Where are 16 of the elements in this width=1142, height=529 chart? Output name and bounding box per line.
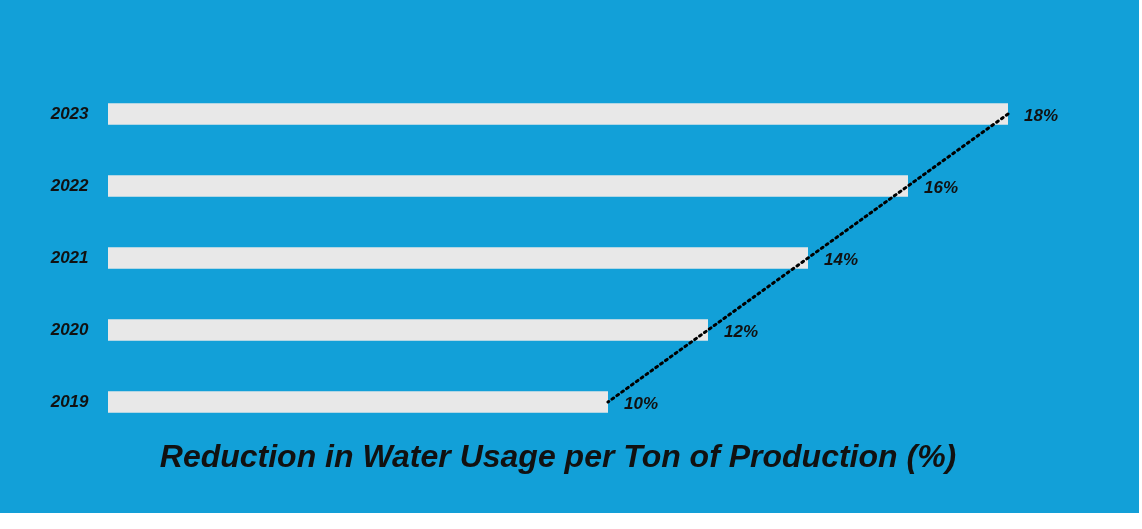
y-tick-label: 2019	[49, 392, 90, 411]
data-label: 18%	[1024, 106, 1059, 125]
text: Reduction in Water Usage per Ton of Production (%)	[159, 438, 957, 474]
bar	[108, 103, 1008, 125]
data-label: 16%	[924, 178, 959, 197]
data-label: 14%	[824, 250, 859, 269]
y-tick-label: 2020	[49, 320, 90, 339]
y-tick-label: 2022	[49, 176, 90, 195]
bar	[108, 247, 808, 269]
bar	[108, 319, 708, 341]
y-tick-label: 2021	[49, 248, 89, 267]
data-label: 12%	[724, 322, 759, 341]
data-label: 10%	[624, 394, 659, 413]
y-tick-label: 2023	[49, 104, 90, 123]
bar	[108, 391, 608, 413]
bar	[108, 175, 908, 197]
